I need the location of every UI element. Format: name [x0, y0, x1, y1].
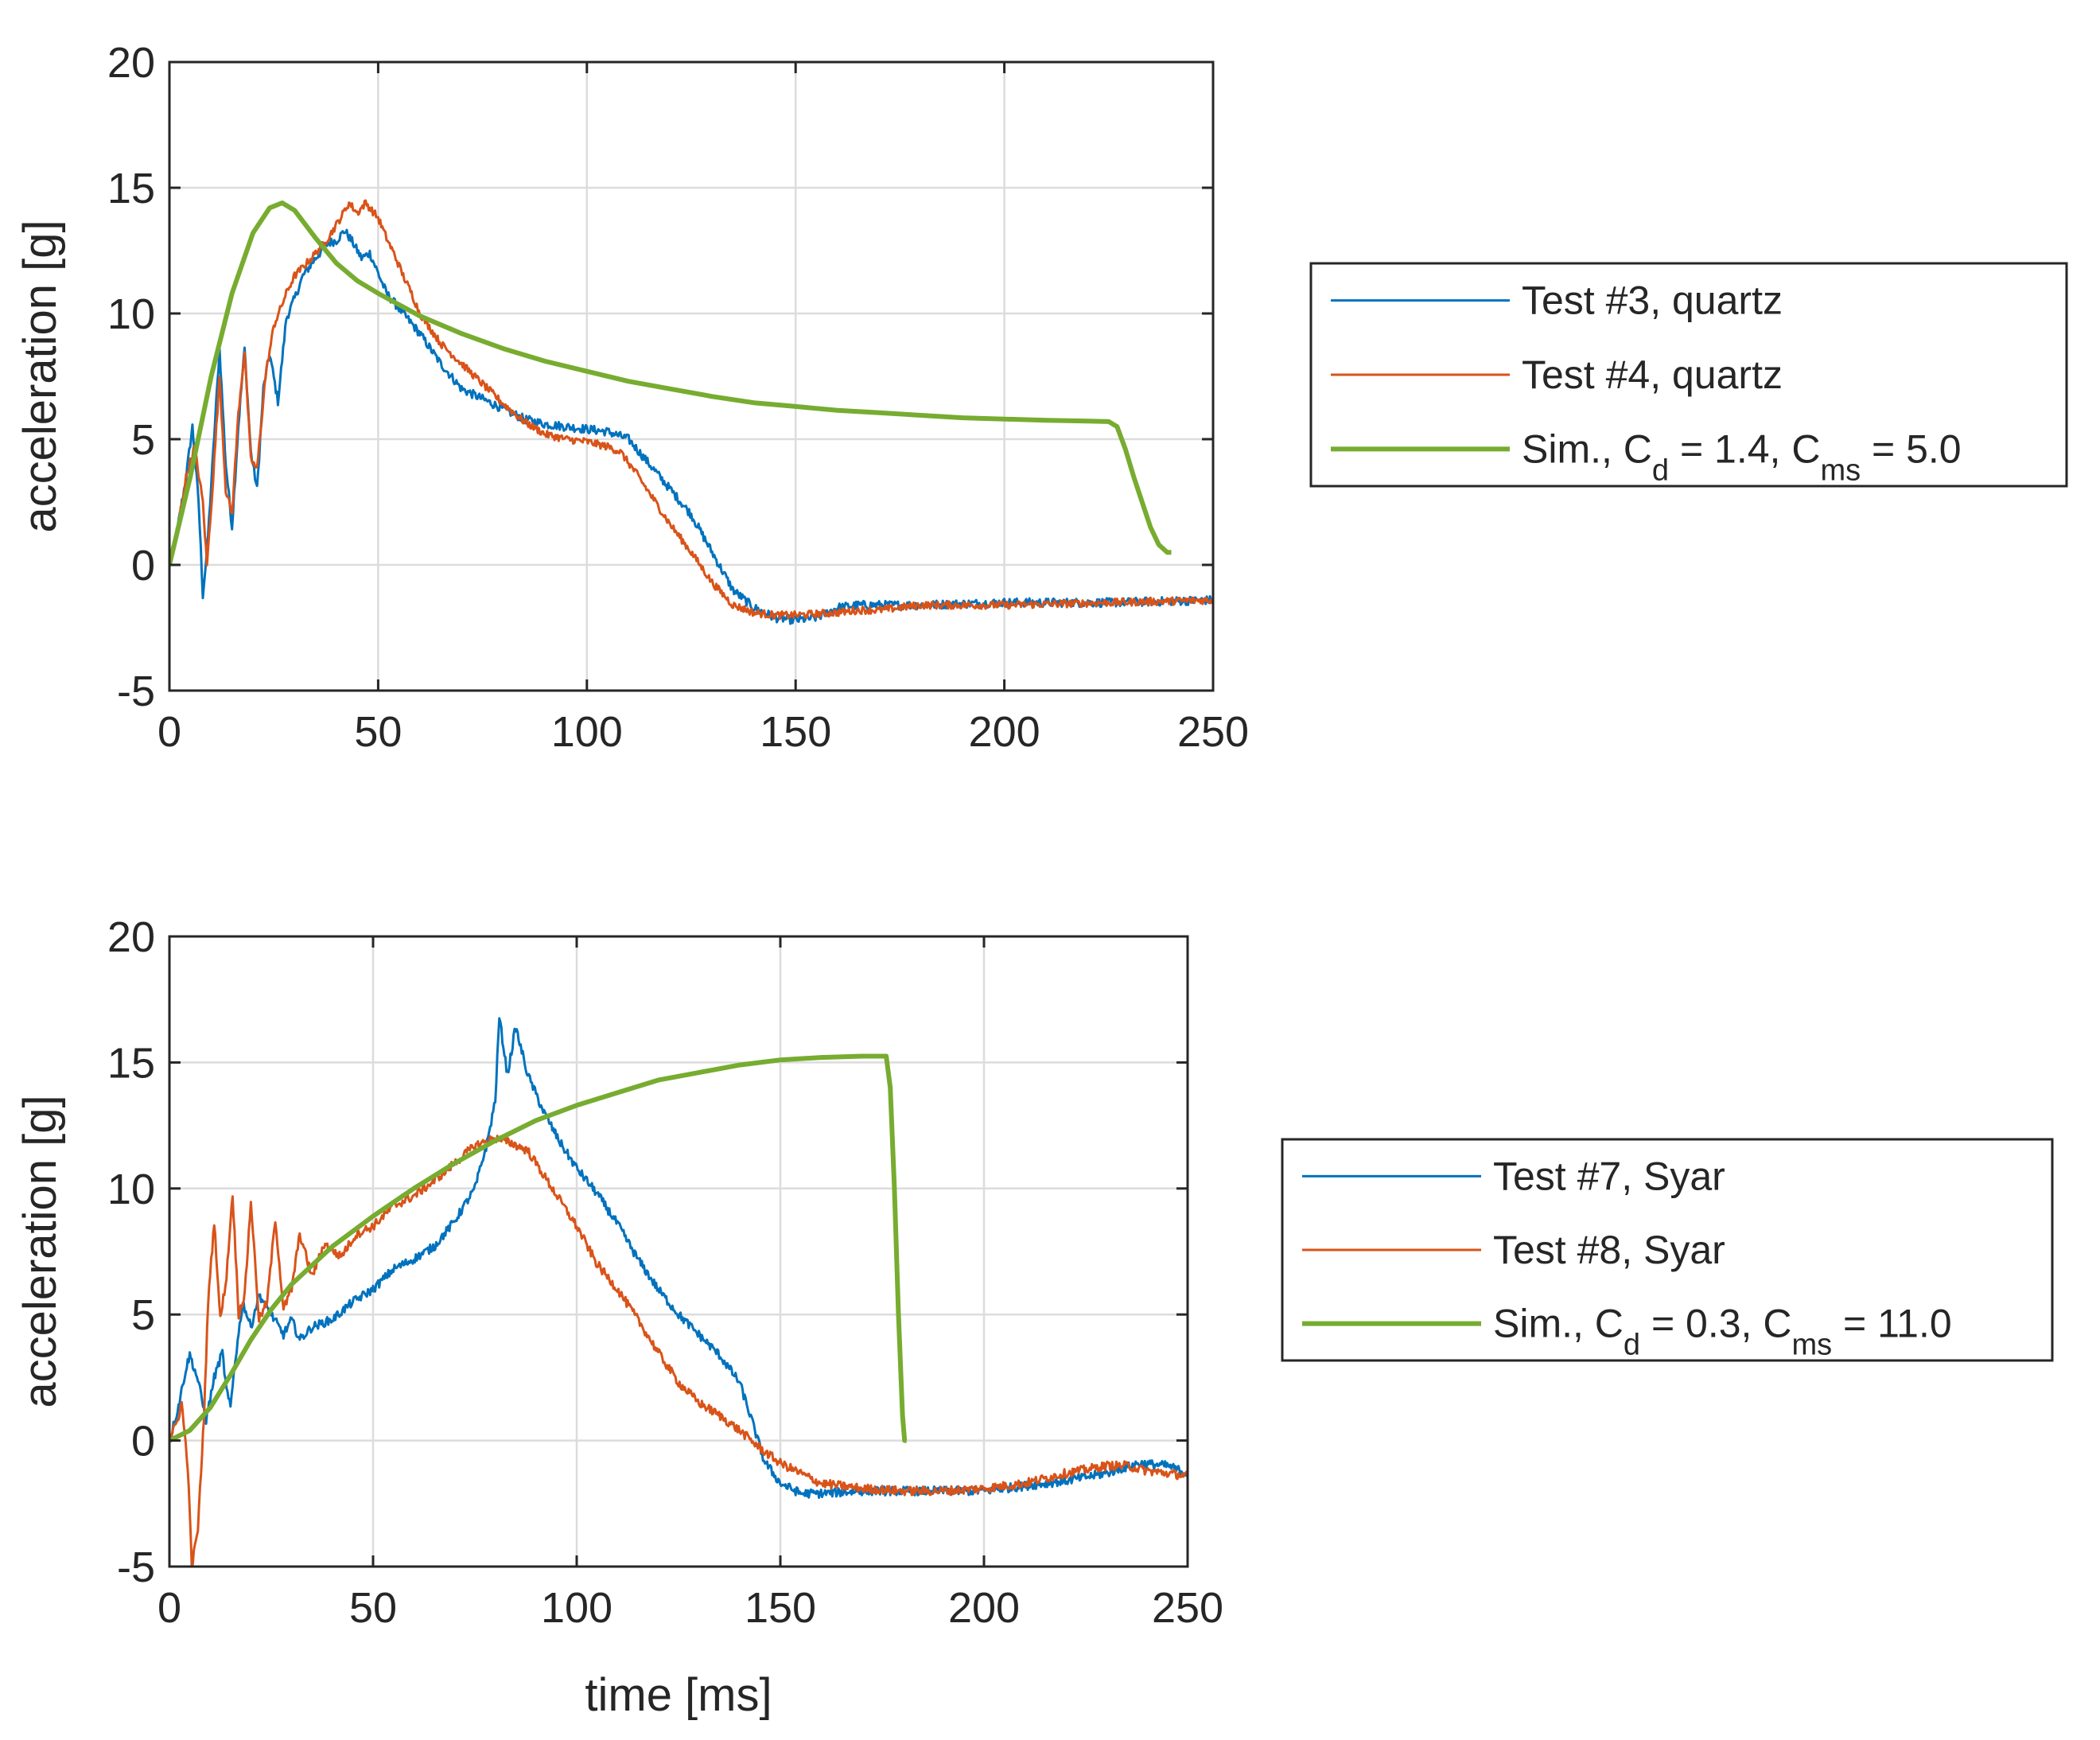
plot-area: [169, 62, 1213, 691]
y-tick-label: 15: [107, 1039, 155, 1087]
legend-text-part: = 11.0: [1832, 1302, 1952, 1346]
x-tick-label: 150: [745, 1584, 816, 1632]
x-tick-label: 250: [1152, 1584, 1223, 1632]
legend-label: Sim., Cd = 1.4, Cms = 5.0: [1522, 426, 1962, 487]
legend: Test #3, quartz Test #4, quartz Sim., Cd =…: [1309, 262, 2068, 488]
legend-subscript: d: [1624, 1329, 1640, 1362]
series-line-1: [169, 1017, 1188, 1499]
legend-label: Test #7, Syar: [1493, 1154, 1725, 1198]
legend-subscript: ms: [1791, 1329, 1832, 1362]
series-line-2: [169, 199, 1213, 621]
series-line-2: [169, 1135, 1188, 1567]
x-tick-label: 50: [349, 1584, 397, 1632]
x-tick-label: 0: [158, 708, 181, 756]
series-group: [169, 1017, 1188, 1567]
series-line-1: [169, 228, 1213, 625]
legend-text-part: = 5.0: [1861, 426, 1962, 471]
x-tick-label: 200: [969, 708, 1040, 756]
y-tick-label: 20: [107, 913, 155, 961]
y-tick-label: 10: [107, 1166, 155, 1213]
y-tick-label: 10: [107, 290, 155, 338]
legend-label: Test #8, Syar: [1493, 1228, 1725, 1272]
y-tick-label: 0: [131, 1418, 155, 1466]
legend-label: Test #4, quartz: [1522, 352, 1783, 397]
y-tick-label: 15: [107, 165, 155, 212]
series-line-3: [169, 1053, 908, 1443]
x-axis-label: time [ms]: [585, 1669, 772, 1721]
legend-text-part: = 1.4, C: [1669, 426, 1820, 471]
legend-subscript: d: [1652, 453, 1669, 487]
y-tick-label: -5: [117, 1543, 155, 1591]
legend-text-part: Sim., C: [1493, 1302, 1624, 1346]
series-group: [169, 199, 1213, 625]
y-axis-label: acceleration [g]: [14, 220, 66, 532]
x-tick-label: 250: [1177, 708, 1249, 756]
y-tick-label: -5: [117, 668, 155, 715]
legend-label: Sim., Cd = 0.3, Cms = 11.0: [1493, 1302, 1952, 1362]
y-axis-label: acceleration [g]: [14, 1095, 66, 1407]
x-tick-label: 50: [354, 708, 402, 756]
x-tick-label: 100: [551, 708, 623, 756]
y-tick-label: 20: [107, 39, 155, 87]
axes-box: [168, 60, 1215, 692]
legend-label: Test #3, quartz: [1522, 278, 1783, 323]
y-tick-label: 5: [131, 416, 155, 464]
series-line-3: [169, 200, 1172, 566]
x-tick-label: 200: [948, 1584, 1020, 1632]
y-tick-label: 0: [131, 542, 155, 590]
legend: Test #7, Syar Test #8, Syar Sim., Cd = 0.3…: [1281, 1138, 2054, 1362]
y-tick-label: 5: [131, 1291, 155, 1339]
legend-text-part: Sim., C: [1522, 426, 1652, 471]
legend-text-part: = 0.3, C: [1640, 1302, 1791, 1346]
x-tick-label: 0: [158, 1584, 181, 1632]
axes-box: [168, 935, 1189, 1568]
legend-subscript: ms: [1820, 453, 1861, 487]
x-tick-label: 100: [541, 1584, 612, 1632]
x-tick-label: 150: [760, 708, 831, 756]
